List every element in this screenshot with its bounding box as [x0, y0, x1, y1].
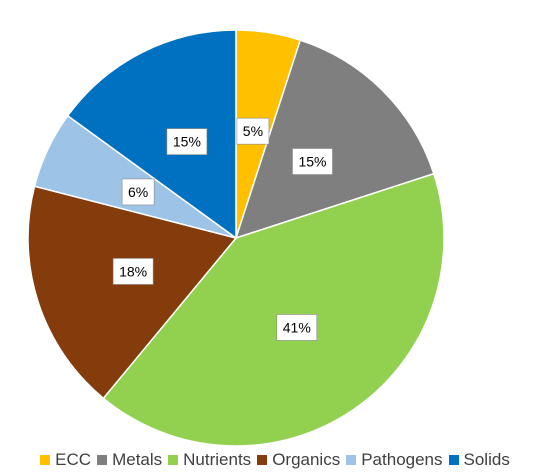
data-label-text: 15% — [173, 134, 201, 150]
legend-label: Solids — [463, 450, 510, 469]
legend-label: Pathogens — [361, 450, 443, 469]
data-label-box — [292, 148, 333, 175]
pie-slice-organics — [27, 185, 238, 400]
legend-item-nutrients: Nutrients — [168, 450, 251, 470]
legend-label: ECC — [55, 450, 92, 469]
pie-chart-plot: 5% 15% 41% 18% 6% 15% — [27, 29, 445, 446]
legend-swatch — [448, 455, 459, 465]
legend-swatch — [168, 455, 179, 465]
data-label-ecc: 5% — [236, 117, 270, 145]
legend-item-ecc: ECC — [40, 450, 91, 470]
legend-label: Nutrients — [183, 450, 252, 469]
data-label-box — [166, 128, 208, 155]
data-label-metals: 15% — [292, 148, 333, 175]
data-label-text: 18% — [119, 263, 147, 279]
legend-swatch — [257, 455, 268, 465]
pie-slices — [27, 29, 445, 446]
data-label-text: 41% — [283, 319, 311, 335]
legend-item-solids: Solids — [448, 450, 510, 470]
data-label-solids: 15% — [166, 128, 208, 155]
data-label-pathogens: 6% — [121, 178, 155, 206]
data-label-box — [112, 258, 154, 285]
legend-label: Organics — [272, 450, 341, 469]
pie-slice-nutrients — [102, 172, 445, 446]
legend: ECC Metals Nutrients Organics Pathogens Solid… — [0, 448, 550, 472]
legend-swatch — [97, 455, 108, 465]
data-label-box — [236, 117, 270, 145]
data-label-nutrients: 41% — [276, 314, 318, 341]
pie-slice-metals — [234, 39, 435, 240]
legend-label: Metals — [112, 450, 163, 469]
data-label-text: 15% — [298, 154, 326, 170]
pie-data-labels: 5% 15% 41% 18% 6% 15% — [112, 117, 333, 341]
pie-slice-solids — [66, 29, 237, 240]
legend-swatch — [346, 455, 357, 465]
data-label-text: 6% — [128, 184, 148, 200]
data-label-text: 5% — [243, 123, 263, 139]
legend-swatch — [40, 455, 51, 465]
data-label-organics: 18% — [112, 258, 154, 285]
legend-item-pathogens: Pathogens — [346, 450, 443, 470]
legend-item-metals: Metals — [97, 450, 162, 470]
data-label-box — [121, 178, 155, 206]
legend-item-organics: Organics — [257, 450, 340, 470]
data-label-box — [276, 314, 318, 341]
